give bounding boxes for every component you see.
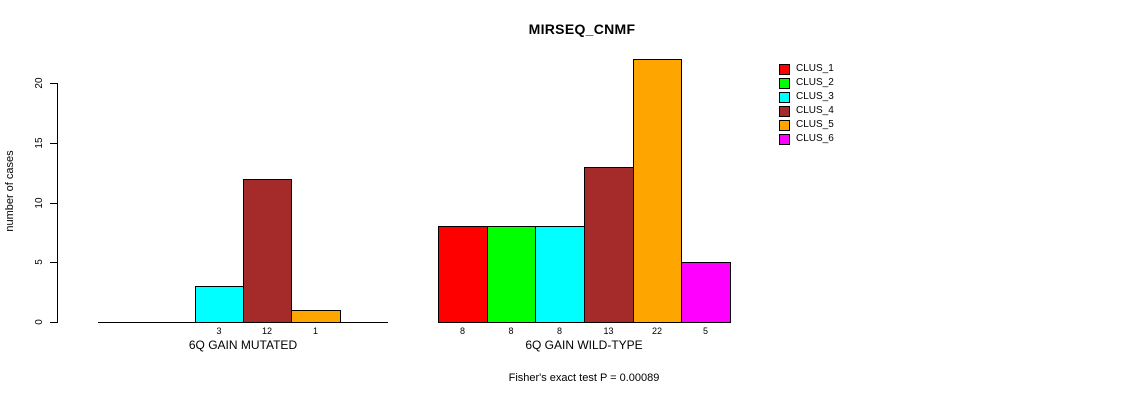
bar-value-label: 12 bbox=[261, 326, 272, 336]
legend-label: CLUS_3 bbox=[796, 91, 834, 102]
legend-swatch-clus-4 bbox=[779, 105, 790, 117]
bar-clus-5 bbox=[633, 59, 682, 323]
y-tick bbox=[50, 143, 57, 144]
legend-item: CLUS_2 bbox=[779, 76, 834, 90]
y-tick-label: 0 bbox=[34, 319, 45, 325]
legend-item: CLUS_5 bbox=[779, 118, 834, 132]
fisher-test-note: Fisher's exact test P = 0.00089 bbox=[508, 372, 660, 384]
group-label: 6Q GAIN MUTATED bbox=[188, 338, 298, 352]
y-tick bbox=[50, 322, 57, 323]
bar-value-label: 5 bbox=[702, 326, 708, 336]
legend-item: CLUS_4 bbox=[779, 104, 834, 118]
legend-label: CLUS_1 bbox=[796, 63, 834, 74]
chart-title: MIRSEQ_CNMF bbox=[528, 21, 636, 37]
y-tick-label: 10 bbox=[34, 197, 45, 209]
legend-swatch-clus-2 bbox=[779, 77, 790, 89]
y-tick-label: 15 bbox=[34, 137, 45, 149]
legend-swatch-clus-6 bbox=[779, 133, 790, 145]
bar-value-label: 3 bbox=[216, 326, 222, 336]
legend-item: CLUS_3 bbox=[779, 90, 834, 104]
legend-item: CLUS_6 bbox=[779, 132, 834, 146]
bar-value-label: 8 bbox=[459, 326, 465, 336]
y-axis-title: number of cases bbox=[4, 150, 16, 232]
legend: CLUS_1 CLUS_2 CLUS_3 CLUS_4 CLUS_5 CLUS_6 bbox=[779, 62, 834, 146]
bar-clus-3 bbox=[195, 286, 244, 323]
bar-clus-2 bbox=[487, 226, 536, 323]
legend-swatch-clus-5 bbox=[779, 119, 790, 131]
y-tick bbox=[50, 83, 57, 84]
bar-clus-5 bbox=[291, 310, 341, 323]
bar-clus-1 bbox=[438, 226, 488, 323]
bar-clus-4 bbox=[243, 179, 292, 323]
y-tick-label: 20 bbox=[34, 77, 45, 89]
y-tick bbox=[50, 203, 57, 204]
y-tick bbox=[50, 262, 57, 263]
bar-value-label: 1 bbox=[312, 326, 318, 336]
legend-item: CLUS_1 bbox=[779, 62, 834, 76]
bar-value-label: 22 bbox=[651, 326, 662, 336]
y-tick-label: 5 bbox=[34, 259, 45, 265]
bar-clus-3 bbox=[535, 226, 585, 323]
bar-clus-6 bbox=[681, 262, 731, 323]
legend-label: CLUS_6 bbox=[796, 133, 834, 144]
legend-label: CLUS_4 bbox=[796, 105, 834, 116]
legend-label: CLUS_2 bbox=[796, 77, 834, 88]
legend-swatch-clus-1 bbox=[779, 63, 790, 75]
y-axis-line bbox=[57, 83, 58, 323]
bar-value-label: 8 bbox=[556, 326, 562, 336]
group-label: 6Q GAIN WILD-TYPE bbox=[525, 338, 643, 352]
bar-clus-4 bbox=[584, 167, 634, 323]
bar-value-label: 8 bbox=[508, 326, 514, 336]
bar-value-label: 13 bbox=[603, 326, 614, 336]
legend-label: CLUS_5 bbox=[796, 119, 834, 130]
legend-swatch-clus-3 bbox=[779, 91, 790, 103]
